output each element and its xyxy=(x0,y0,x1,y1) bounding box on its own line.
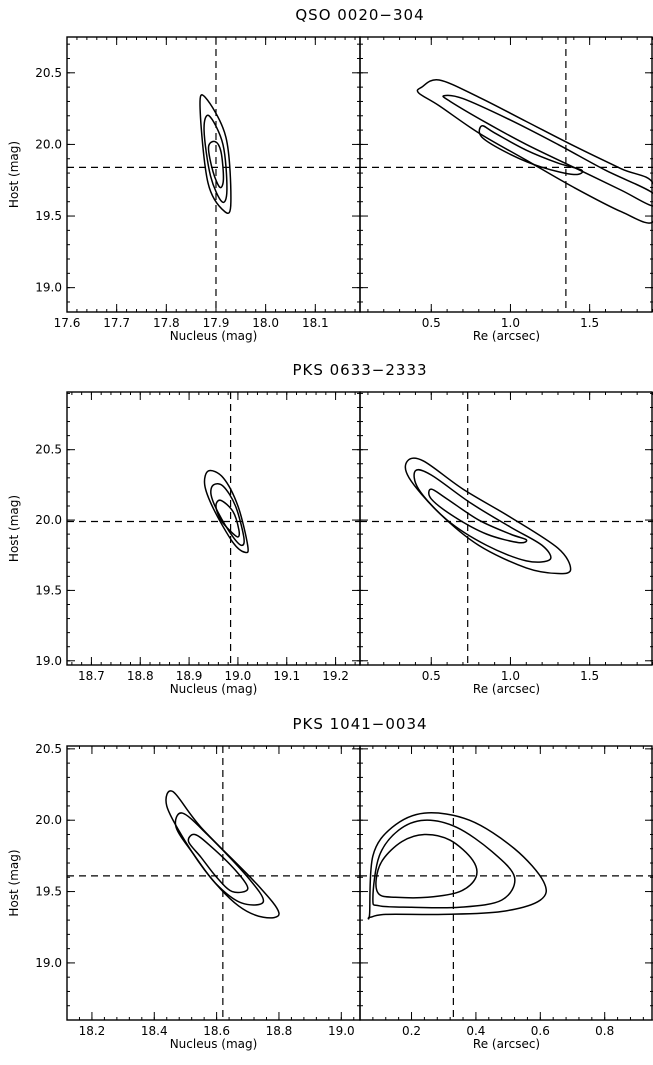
x-tick-label: 1.5 xyxy=(580,669,599,683)
confidence-contour-3 xyxy=(165,790,280,919)
panel-1-1: 17.6 17.7 17.8 17.9 18.0 18.1 Nucleus (mag) 19.… xyxy=(35,36,361,343)
y-tick-label: 20.0 xyxy=(35,137,62,151)
x-tick-label: 17.7 xyxy=(103,316,130,330)
chart-title: QSO 0020−304 xyxy=(295,6,424,24)
panel-frame xyxy=(359,36,653,313)
confidence-contour-1 xyxy=(187,833,249,894)
x-axis-label: Nucleus (mag) xyxy=(170,682,258,696)
x-tick-label: 0.5 xyxy=(422,316,441,330)
y-tick-label: 20.5 xyxy=(35,742,62,756)
confidence-contour-1 xyxy=(478,124,584,176)
x-axis-label: Re (arcsec) xyxy=(473,329,540,343)
x-tick-label: 17.6 xyxy=(54,316,81,330)
x-tick-label: 19.1 xyxy=(273,669,300,683)
x-tick-label: 1.5 xyxy=(580,316,599,330)
confidence-contour-3 xyxy=(416,78,653,224)
y-axis-label: Host (mag) xyxy=(7,849,21,916)
y-tick-label: 19.5 xyxy=(35,209,62,223)
contour-group xyxy=(203,469,249,554)
panel-2-2: 0.5 1.0 1.5 Re (arcsec) xyxy=(359,391,653,696)
confidence-contour-2 xyxy=(210,482,245,547)
x-tick-label: 18.4 xyxy=(141,1024,168,1038)
x-tick-label: 19.0 xyxy=(328,1024,355,1038)
confidence-contour-2 xyxy=(372,819,516,909)
contour-group xyxy=(367,812,547,920)
contour-group xyxy=(165,790,280,919)
x-axis-label: Re (arcsec) xyxy=(473,1037,540,1051)
chart-title: PKS 1041−0034 xyxy=(292,715,427,733)
x-axis-label: Nucleus (mag) xyxy=(170,329,258,343)
confidence-contour-3 xyxy=(404,457,572,575)
panel-1-2: 0.5 1.0 1.5 Re (arcsec) xyxy=(359,36,653,343)
confidence-contour-1 xyxy=(207,140,225,189)
contour-group xyxy=(404,457,572,575)
x-tick-label: 1.0 xyxy=(501,316,520,330)
chart-row-1: QSO 0020−304 Host (mag) 17.6 17.7 17.8 17.9 18… xyxy=(7,6,653,343)
x-tick-label: 0.5 xyxy=(422,669,441,683)
x-tick-label: 18.8 xyxy=(127,669,154,683)
y-tick-label: 20.0 xyxy=(35,813,62,827)
x-tick-label: 18.7 xyxy=(78,669,105,683)
x-tick-label: 0.2 xyxy=(402,1024,421,1038)
x-tick-label: 0.4 xyxy=(466,1024,485,1038)
y-tick-label: 19.0 xyxy=(35,281,62,295)
x-tick-label: 0.8 xyxy=(595,1024,614,1038)
x-axis-label: Nucleus (mag) xyxy=(170,1037,258,1051)
confidence-contour-1 xyxy=(428,488,528,544)
panel-frame xyxy=(359,391,653,666)
x-tick-label: 18.1 xyxy=(302,316,329,330)
contour-group xyxy=(416,78,653,224)
confidence-contour-2 xyxy=(203,114,228,204)
panel-frame xyxy=(359,745,653,1021)
x-tick-label: 18.6 xyxy=(203,1024,230,1038)
confidence-contour-2 xyxy=(442,94,653,207)
y-tick-label: 19.0 xyxy=(35,956,62,970)
panel-frame xyxy=(66,745,361,1021)
x-tick-label: 0.6 xyxy=(531,1024,550,1038)
y-tick-label: 20.5 xyxy=(35,443,62,457)
panel-3-2: 0.2 0.4 0.6 0.8 Re (arcsec) xyxy=(359,745,653,1051)
x-tick-label: 18.0 xyxy=(252,316,279,330)
y-tick-label: 20.5 xyxy=(35,66,62,80)
y-tick-label: 19.5 xyxy=(35,885,62,899)
confidence-contour-3 xyxy=(199,94,232,214)
y-axis-label: Host (mag) xyxy=(7,495,21,562)
x-tick-label: 19.2 xyxy=(322,669,349,683)
panel-3-1: 18.2 18.4 18.6 18.8 19.0 Nucleus (mag) 19.0 19.… xyxy=(35,742,361,1051)
y-axis-label: Host (mag) xyxy=(7,141,21,208)
x-tick-label: 19.0 xyxy=(225,669,252,683)
chart-title: PKS 0633−2333 xyxy=(292,361,427,379)
x-tick-label: 17.8 xyxy=(153,316,180,330)
x-axis-label: Re (arcsec) xyxy=(473,682,540,696)
confidence-contour-3 xyxy=(203,469,249,554)
x-tick-label: 1.0 xyxy=(501,669,520,683)
y-tick-label: 20.0 xyxy=(35,513,62,527)
chart-row-2: PKS 0633−2333 Host (mag) 18.7 18.8 18.9 19.0 1… xyxy=(7,361,653,696)
confidence-contour-3 xyxy=(367,812,547,920)
y-tick-label: 19.0 xyxy=(35,654,62,668)
y-tick-label: 19.5 xyxy=(35,583,62,597)
x-tick-label: 18.8 xyxy=(266,1024,293,1038)
confidence-contour-1 xyxy=(375,833,478,899)
confidence-contour-2 xyxy=(174,812,265,906)
contour-group xyxy=(199,94,232,214)
panel-frame xyxy=(66,391,361,666)
x-tick-label: 18.9 xyxy=(176,669,203,683)
x-tick-label: 18.2 xyxy=(79,1024,106,1038)
x-tick-label: 17.9 xyxy=(203,316,230,330)
